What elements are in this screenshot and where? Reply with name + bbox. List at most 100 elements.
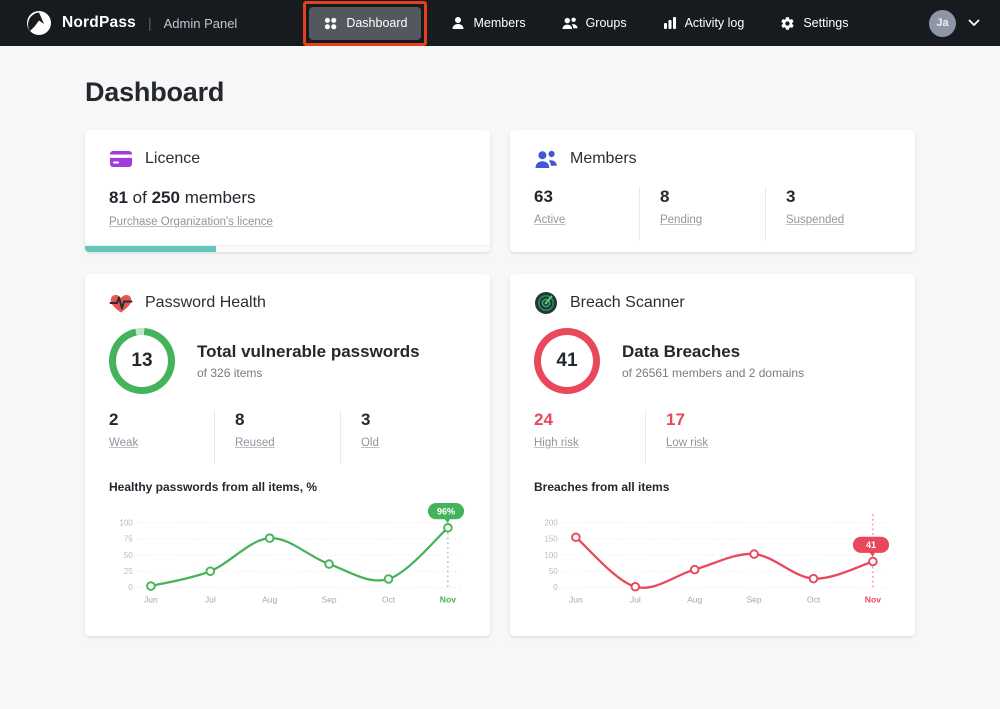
svg-text:Aug: Aug <box>687 595 702 605</box>
password-health-title: Password Health <box>145 294 266 312</box>
brand-name: NordPass <box>62 14 136 32</box>
nav-item-label: Dashboard <box>346 16 407 30</box>
svg-text:150: 150 <box>544 535 558 544</box>
divider <box>214 410 215 464</box>
members-icon <box>534 147 558 171</box>
svg-text:96%: 96% <box>437 506 455 516</box>
svg-text:Oct: Oct <box>382 595 396 605</box>
chevron-down-icon[interactable] <box>968 19 980 27</box>
breaches-chart: 050100150200JunJulAugSepOctNov41 <box>534 496 891 608</box>
breach-stats: 24 High risk 17 Low risk <box>534 410 891 464</box>
nav-item-activity-log[interactable]: Activity log <box>651 7 757 39</box>
gear-icon <box>780 16 795 31</box>
svg-text:25: 25 <box>124 567 133 576</box>
breaches-chart-title: Breaches from all items <box>534 480 891 494</box>
stat-label-link[interactable]: Pending <box>660 214 702 226</box>
svg-text:Aug: Aug <box>262 595 277 605</box>
stat-label-link[interactable]: Old <box>361 437 379 449</box>
stat-value: 3 <box>786 187 891 207</box>
nav-item-members[interactable]: Members <box>439 7 537 39</box>
vulnerable-donut: 13 <box>109 328 175 394</box>
breach-headline: Data Breaches <box>622 342 804 362</box>
password-health-card: Password Health 13 Total vulnerable pass… <box>85 274 490 636</box>
annotation-box: Dashboard <box>303 1 427 46</box>
stat-label-link[interactable]: Weak <box>109 437 138 449</box>
svg-text:100: 100 <box>544 551 558 560</box>
svg-text:Oct: Oct <box>807 595 821 605</box>
stat-value: 3 <box>361 410 466 430</box>
svg-text:Jun: Jun <box>144 595 158 605</box>
credit-card-icon <box>109 147 133 171</box>
stat-weak: 2 Weak <box>109 410 214 464</box>
nordpass-logo-icon <box>26 10 52 36</box>
licence-total-count: 250 <box>152 188 180 207</box>
nav-right: Ja <box>929 10 980 37</box>
nav-item-label: Settings <box>803 16 848 30</box>
svg-text:50: 50 <box>124 551 133 560</box>
nav-item-label: Members <box>473 16 525 30</box>
svg-text:Jul: Jul <box>205 595 216 605</box>
healthy-passwords-chart: 0255075100JunJulAugSepOctNov96% <box>109 496 466 608</box>
stat-label-link[interactable]: Low risk <box>666 437 708 449</box>
members-card-header: Members <box>534 147 891 171</box>
nav-item-label: Activity log <box>685 16 745 30</box>
members-card-title: Members <box>570 150 637 168</box>
svg-text:0: 0 <box>128 583 133 592</box>
password-health-stats: 2 Weak 8 Reused 3 Old <box>109 410 466 464</box>
people-icon <box>562 16 578 30</box>
password-health-summary: 13 Total vulnerable passwords of 326 ite… <box>109 328 466 394</box>
stat-value: 8 <box>660 187 765 207</box>
svg-text:Jun: Jun <box>569 595 583 605</box>
brand-subtitle: Admin Panel <box>164 16 238 31</box>
purchase-licence-link[interactable]: Purchase Organization's licence <box>109 216 273 228</box>
cards-row-top: Licence 81 of 250 members Purchase Organ… <box>85 130 915 252</box>
cards-row-bottom: Password Health 13 Total vulnerable pass… <box>85 274 915 636</box>
breach-scanner-header: Breach Scanner <box>534 291 891 315</box>
stat-low-risk: 17 Low risk <box>666 410 777 464</box>
svg-text:Jul: Jul <box>630 595 641 605</box>
stat-label-link[interactable]: Reused <box>235 437 275 449</box>
svg-text:100: 100 <box>119 519 133 528</box>
radar-icon <box>534 291 558 315</box>
svg-text:50: 50 <box>549 567 558 576</box>
svg-text:200: 200 <box>544 519 558 528</box>
healthy-passwords-chart-title: Healthy passwords from all items, % <box>109 480 466 494</box>
licence-card: Licence 81 of 250 members Purchase Organ… <box>85 130 490 252</box>
stat-suspended: 3 Suspended <box>786 187 891 241</box>
brand[interactable]: NordPass | Admin Panel <box>26 10 237 36</box>
password-health-header: Password Health <box>109 291 466 315</box>
licence-card-title: Licence <box>145 150 200 168</box>
svg-text:Nov: Nov <box>865 595 881 605</box>
stat-label-link[interactable]: High risk <box>534 437 579 449</box>
svg-text:75: 75 <box>124 535 133 544</box>
divider <box>340 410 341 464</box>
vulnerable-headline: Total vulnerable passwords <box>197 342 420 362</box>
stat-pending: 8 Pending <box>660 187 765 241</box>
svg-text:Sep: Sep <box>746 595 761 605</box>
breach-donut: 41 <box>534 328 600 394</box>
avatar[interactable]: Ja <box>929 10 956 37</box>
breach-scanner-card: Breach Scanner 41 Data Breaches of 26561… <box>510 274 915 636</box>
nav-item-groups[interactable]: Groups <box>550 7 639 39</box>
licence-of-word: of <box>133 188 147 207</box>
breach-summary: 41 Data Breaches of 26561 members and 2 … <box>534 328 891 394</box>
members-stats: 63 Active 8 Pending 3 Suspended <box>534 187 891 241</box>
stat-label-link[interactable]: Suspended <box>786 214 844 226</box>
svg-text:41: 41 <box>866 540 876 550</box>
stat-label-link[interactable]: Active <box>534 214 565 226</box>
nav-item-dashboard[interactable]: Dashboard <box>309 7 421 40</box>
breach-scanner-title: Breach Scanner <box>570 294 685 312</box>
grid-icon <box>323 16 338 31</box>
bars-icon <box>663 16 677 30</box>
licence-card-header: Licence <box>109 147 466 171</box>
nav-item-settings[interactable]: Settings <box>768 7 860 40</box>
stat-value: 8 <box>235 410 340 430</box>
main-content: Dashboard Licence 81 of <box>85 77 915 636</box>
breach-subtext: of 26561 members and 2 domains <box>622 366 804 380</box>
divider <box>639 187 640 241</box>
licence-progress-track <box>85 245 490 252</box>
members-card: Members 63 Active 8 Pending 3 Sus <box>510 130 915 252</box>
person-icon <box>451 16 465 30</box>
top-nav: NordPass | Admin Panel Dashboard <box>0 0 1000 46</box>
heart-pulse-icon <box>109 291 133 315</box>
